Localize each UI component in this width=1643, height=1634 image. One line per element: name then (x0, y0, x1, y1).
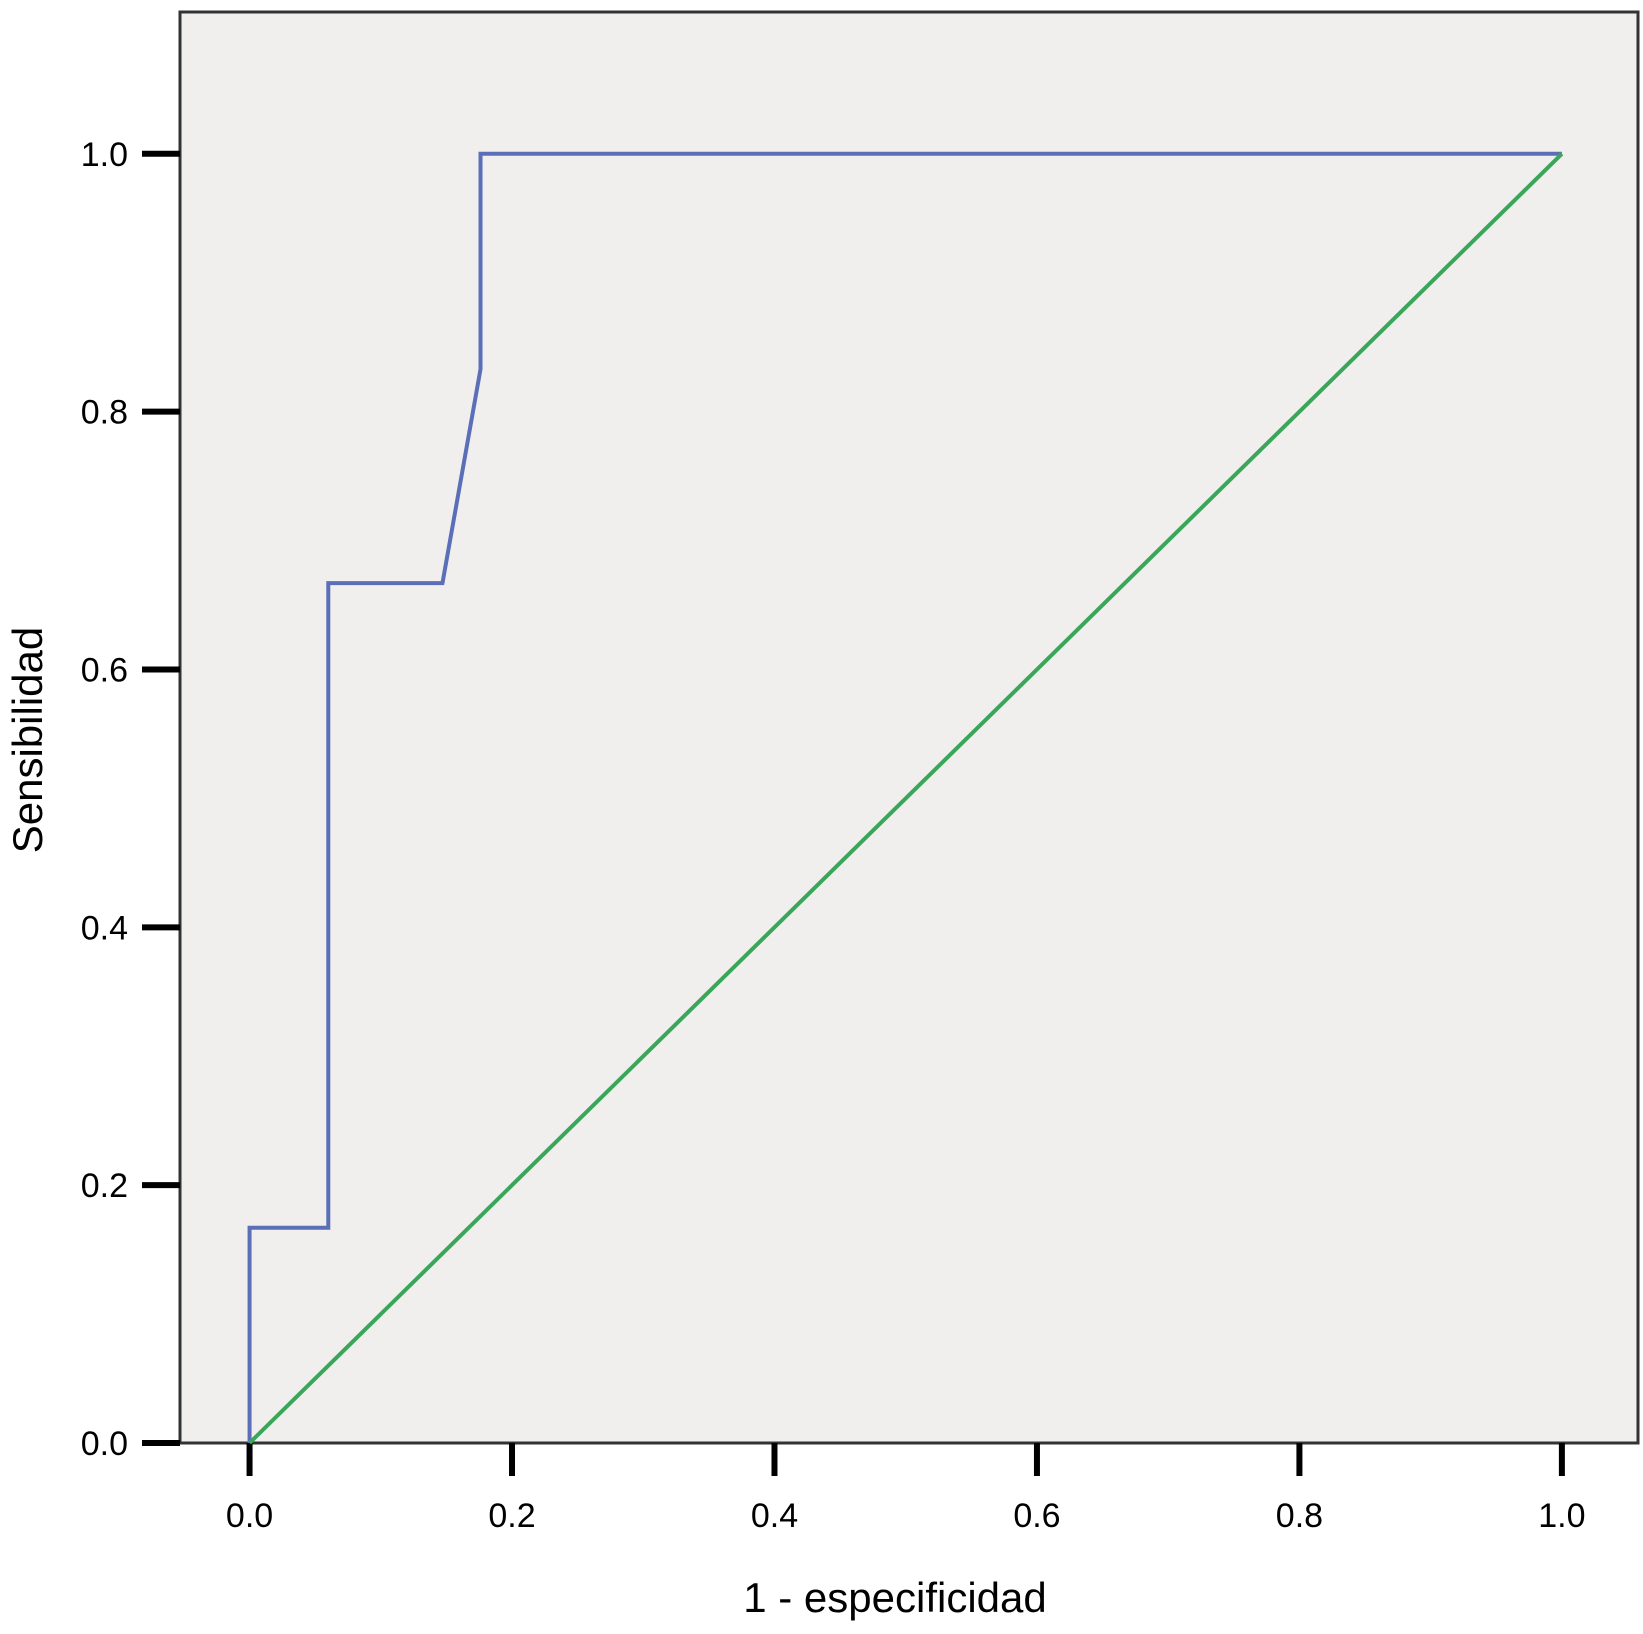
y-tick-label: 0.4 (81, 909, 128, 947)
y-tick-label: 0.0 (81, 1425, 128, 1463)
x-tick-label: 1.0 (1538, 1497, 1585, 1535)
x-tick-label: 0.0 (226, 1497, 273, 1535)
reference-diagonal-line (248, 152, 1564, 1445)
y-tick-label: 0.2 (81, 1167, 128, 1205)
x-axis-label: 1 - especificidad (743, 1574, 1047, 1621)
y-axis-label: Sensibilidad (4, 627, 51, 854)
y-axis-ticks: 0.0 0.2 0.4 0.6 0.8 1.0 (81, 136, 180, 1463)
y-tick-label: 1.0 (81, 136, 128, 174)
roc-curve-line (247, 151, 1562, 1443)
y-tick-label: 0.6 (81, 651, 128, 689)
x-tick-label: 0.6 (1013, 1497, 1060, 1535)
plot-background (178, 10, 1640, 1445)
y-tick-label: 0.8 (81, 394, 128, 432)
x-tick-label: 0.2 (488, 1497, 535, 1535)
x-tick-label: 0.8 (1276, 1497, 1323, 1535)
x-tick-label: 0.4 (751, 1497, 798, 1535)
x-axis-ticks: 0.0 0.2 0.4 0.6 0.8 1.0 (226, 1443, 1586, 1535)
series-lines (247, 151, 1564, 1445)
